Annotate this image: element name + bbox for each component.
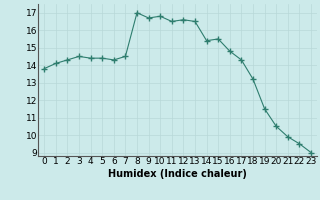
X-axis label: Humidex (Indice chaleur): Humidex (Indice chaleur) (108, 169, 247, 179)
